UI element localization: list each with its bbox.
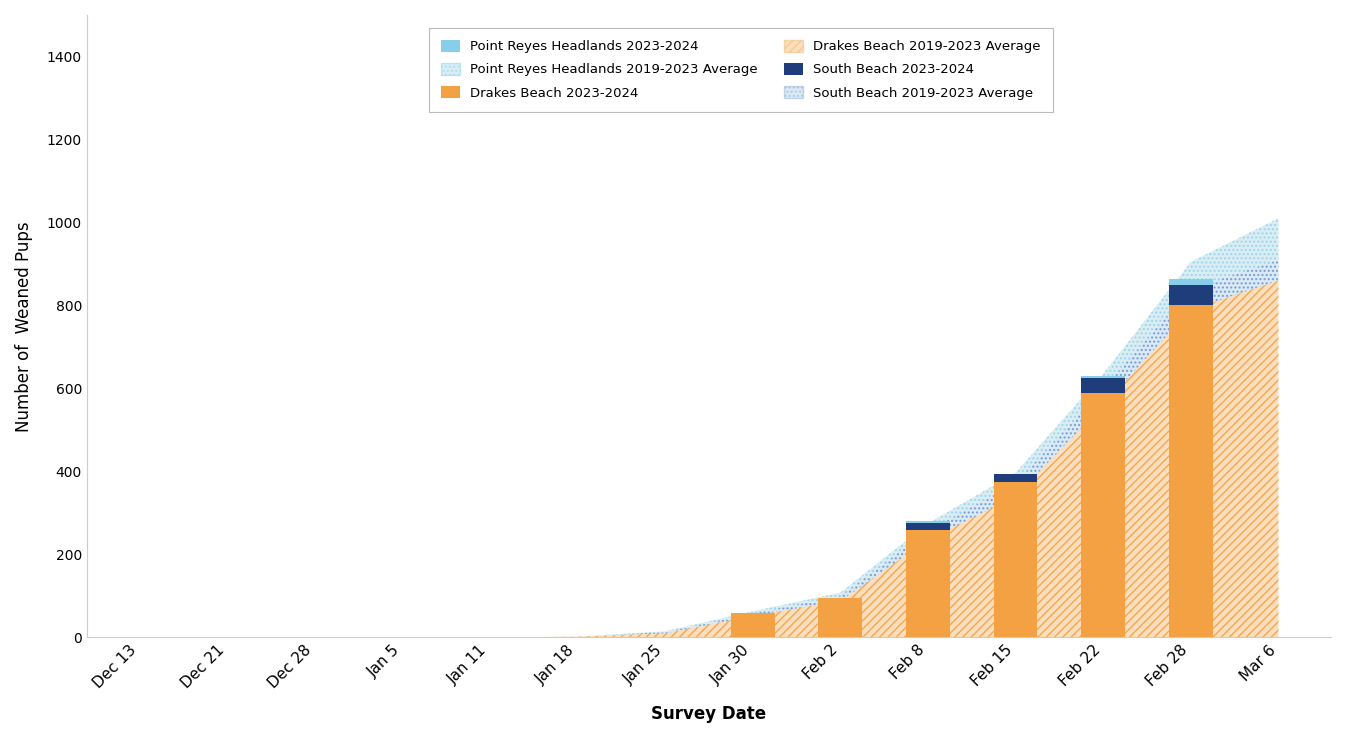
Bar — [1081, 378, 1125, 393]
Bar — [643, 637, 686, 638]
Bar — [1168, 278, 1213, 285]
Bar — [1081, 393, 1125, 638]
Legend: Point Reyes Headlands 2023-2024, Point Reyes Headlands 2019-2023 Average, Drakes: Point Reyes Headlands 2023-2024, Point R… — [429, 28, 1053, 111]
Y-axis label: Number of  Weaned Pups: Number of Weaned Pups — [15, 221, 34, 432]
Bar — [906, 523, 950, 530]
X-axis label: Survey Date: Survey Date — [651, 705, 766, 723]
Bar — [906, 530, 950, 638]
Bar — [818, 598, 863, 638]
Bar — [906, 521, 950, 523]
Bar — [993, 474, 1038, 482]
Bar — [1081, 376, 1125, 378]
Bar — [731, 613, 775, 638]
Bar — [1168, 306, 1213, 638]
Bar — [993, 482, 1038, 638]
Bar — [1168, 285, 1213, 306]
